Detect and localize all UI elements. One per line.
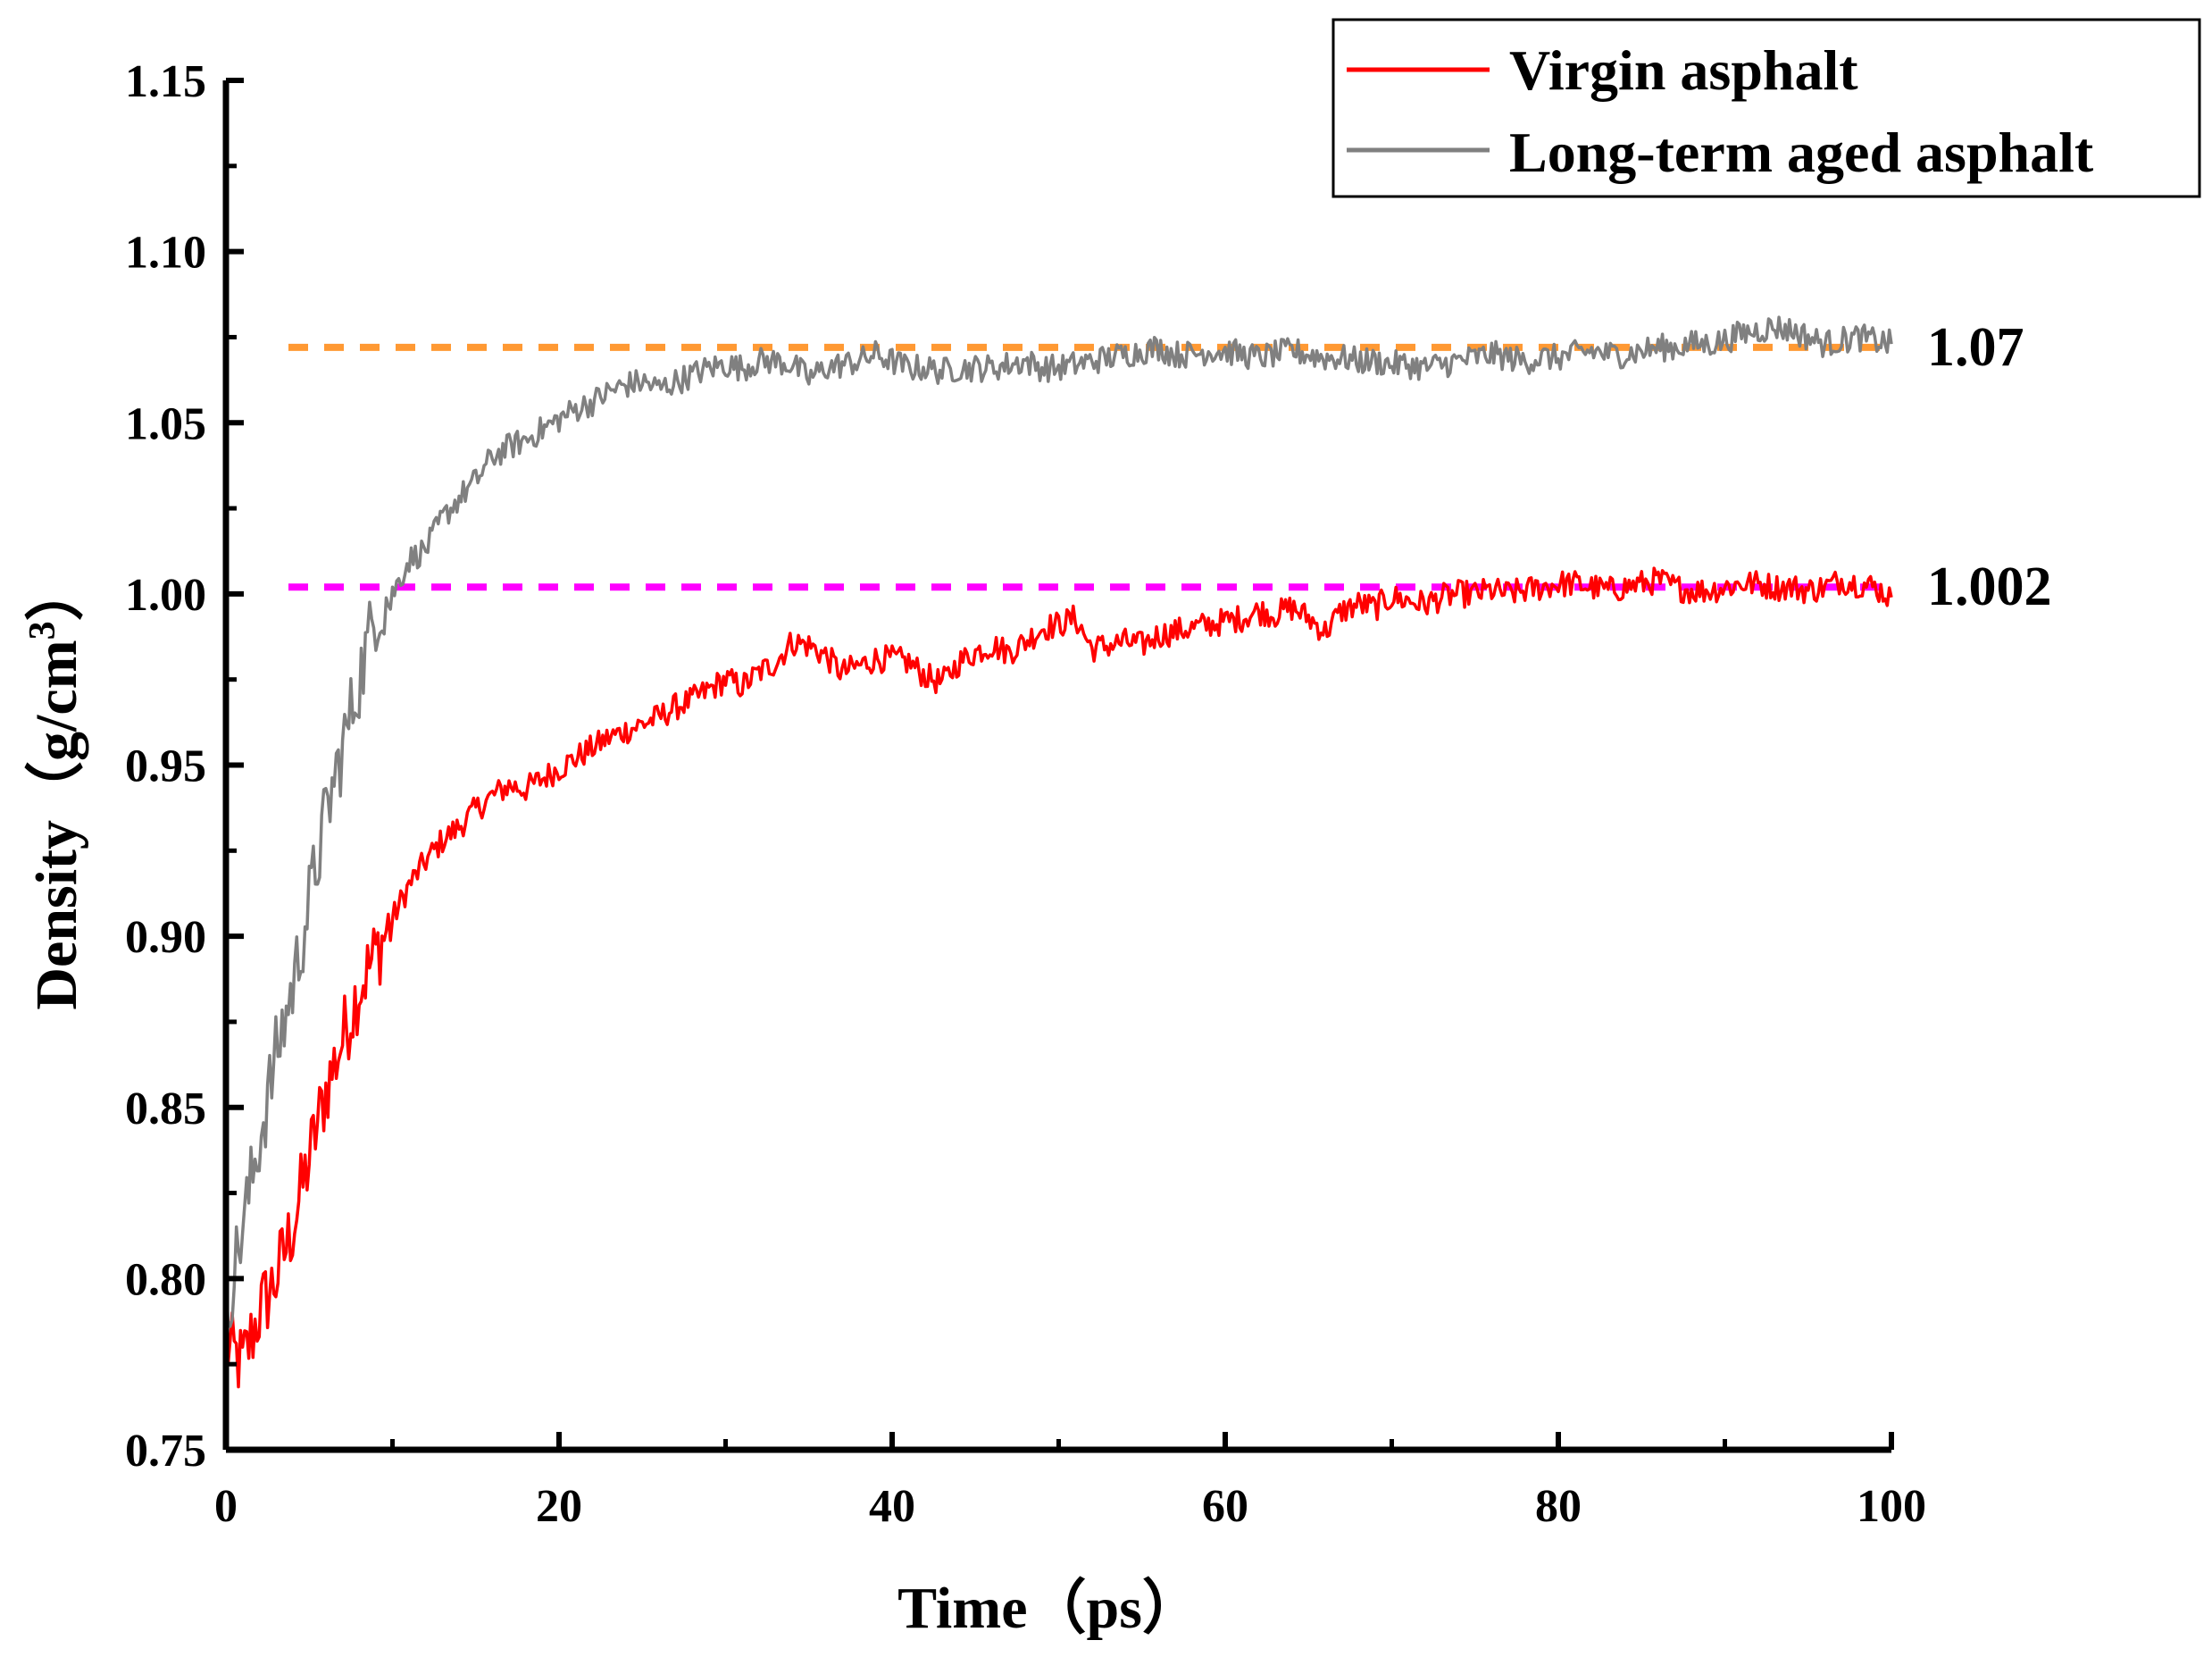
y-tick-label: 0.90 <box>125 912 206 963</box>
series-line-0 <box>224 566 1893 1389</box>
y-axis-title-suffix: ） <box>23 562 89 621</box>
x-axis-title: Time（ps） <box>897 1575 1201 1641</box>
y-tick-label: 0.85 <box>125 1084 206 1134</box>
legend-label-aged: Long-term aged asphalt <box>1509 121 2094 184</box>
reference-label-1: 1.002 <box>1927 557 2052 617</box>
x-tick-label: 80 <box>1535 1481 1582 1532</box>
y-axis-title-main: Density（g/cm <box>23 640 89 1009</box>
x-tick-label: 20 <box>536 1481 582 1532</box>
y-tick-label: 0.95 <box>125 741 206 792</box>
axes: 0.75 0.80 0.85 0.90 0.95 1.00 1.05 1.10 1.15 0 20 4… <box>125 56 1926 1532</box>
x-tick-label: 40 <box>869 1481 915 1532</box>
x-tick-label: 0 <box>214 1481 238 1532</box>
reference-lines <box>288 343 1891 591</box>
y-tick-label: 1.15 <box>125 56 206 107</box>
y-tick-label: 1.05 <box>125 398 206 449</box>
reference-labels: 1.07 1.002 <box>1927 317 2052 617</box>
legend-label-virgin: Virgin asphalt <box>1509 38 1858 102</box>
x-tick-label: 60 <box>1202 1481 1248 1532</box>
series-line-1 <box>224 315 1893 1328</box>
x-tick-label: 100 <box>1857 1481 1926 1532</box>
y-tick-label: 1.00 <box>125 570 206 621</box>
y-tick-label: 0.80 <box>125 1254 206 1305</box>
legend: Virgin asphalt Long-term aged asphalt <box>1331 18 2201 198</box>
y-axis-title-superscript: 3 <box>22 621 63 640</box>
reference-label-0: 1.07 <box>1927 317 2024 378</box>
y-tick-label: 0.75 <box>125 1426 206 1477</box>
legend-box <box>1331 18 2201 198</box>
series-lines <box>224 315 1893 1389</box>
y-axis-title: Density（g/cm3） <box>22 562 89 1009</box>
y-tick-label: 1.10 <box>125 228 206 279</box>
